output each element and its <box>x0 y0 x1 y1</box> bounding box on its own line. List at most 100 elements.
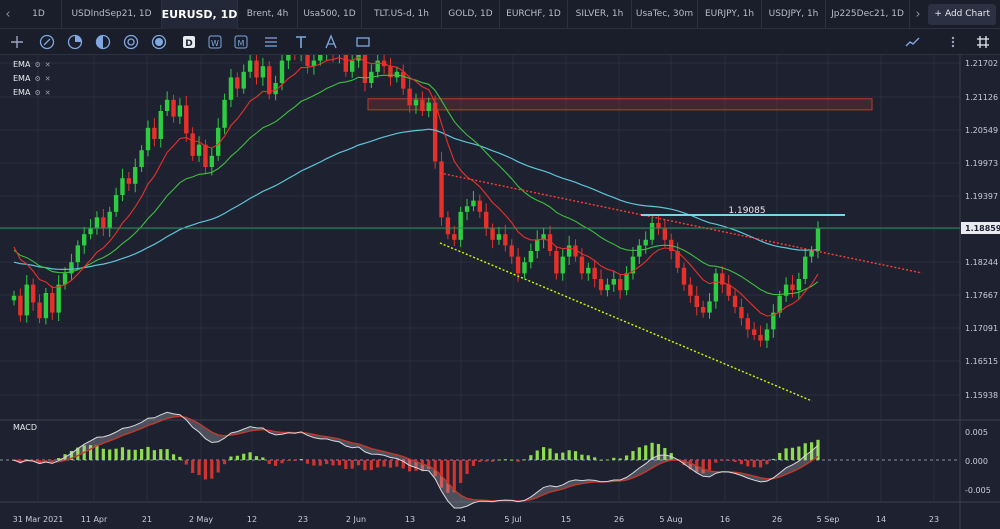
tab-usdindsep21-1d[interactable]: USDIndSep21, 1D <box>62 0 162 29</box>
candle-body[interactable] <box>228 77 234 100</box>
candle-body[interactable] <box>617 279 623 291</box>
candle-body[interactable] <box>579 256 585 274</box>
tab-usdjpy-1h[interactable]: USDJPY, 1h <box>762 0 826 29</box>
daily-d-icon[interactable]: D <box>180 33 198 51</box>
candle-body[interactable] <box>598 279 604 291</box>
candle-body[interactable] <box>439 161 444 218</box>
indicator-ema-3[interactable]: EMA ⚙ ✕ <box>13 88 51 97</box>
candle-body[interactable] <box>624 273 629 291</box>
candle-body[interactable] <box>184 105 189 134</box>
candle-body[interactable] <box>630 256 636 274</box>
candle-body[interactable] <box>592 267 597 279</box>
candle-body[interactable] <box>643 239 648 246</box>
candle-body[interactable] <box>311 60 317 67</box>
candle-body[interactable] <box>611 279 617 285</box>
candle-body[interactable] <box>413 99 419 106</box>
candle-body[interactable] <box>739 307 744 319</box>
candle-body[interactable] <box>426 102 431 111</box>
candle-body[interactable] <box>247 60 253 72</box>
monthly-m-icon[interactable]: M <box>232 33 250 51</box>
candle-body[interactable] <box>815 228 821 251</box>
candle-body[interactable] <box>407 88 412 106</box>
text-tool-icon[interactable] <box>292 33 310 51</box>
candle-body[interactable] <box>215 127 221 156</box>
candle-body[interactable] <box>713 273 719 302</box>
candle-body[interactable] <box>745 318 751 330</box>
line-tool-icon[interactable] <box>38 33 56 51</box>
candle-body[interactable] <box>11 295 17 301</box>
candle-body[interactable] <box>126 178 132 184</box>
candle-body[interactable] <box>24 284 29 316</box>
candle-body[interactable] <box>605 284 610 291</box>
macd-signal-line[interactable] <box>13 415 819 502</box>
candle-body[interactable] <box>113 195 119 212</box>
candle-body[interactable] <box>43 293 49 319</box>
candle-body[interactable] <box>107 211 112 229</box>
add-chart-button[interactable]: + Add Chart <box>928 3 996 25</box>
ema-mid-line[interactable] <box>13 74 819 296</box>
candle-body[interactable] <box>101 217 106 229</box>
tab-silver-1h[interactable]: SILVER, 1h <box>568 0 632 29</box>
pattern-tool-icon[interactable] <box>94 33 112 51</box>
candle-body[interactable] <box>637 245 642 257</box>
candle-body[interactable] <box>688 284 693 296</box>
candle-body[interactable] <box>171 99 176 117</box>
candle-body[interactable] <box>18 295 23 316</box>
candle-body[interactable] <box>94 217 100 229</box>
tab-usa500-1d[interactable]: Usa500, 1D <box>298 0 362 29</box>
indicator-icon[interactable] <box>904 33 922 51</box>
candle-body[interactable] <box>203 144 208 167</box>
candle-body[interactable] <box>535 239 540 251</box>
candle-body[interactable] <box>758 335 763 341</box>
close-icon[interactable]: ✕ <box>44 60 51 69</box>
candle-body[interactable] <box>700 307 706 313</box>
candle-body[interactable] <box>656 223 661 229</box>
candle-body[interactable] <box>273 83 278 95</box>
candle-body[interactable] <box>388 66 393 78</box>
candle-body[interactable] <box>279 60 285 83</box>
candle-body[interactable] <box>649 223 655 240</box>
candle-body[interactable] <box>164 99 170 111</box>
chart-canvas[interactable]: 1.19085 1.21702 1.21126 1.20549 1.19973 1.193… <box>0 30 1000 529</box>
candle-body[interactable] <box>662 228 668 240</box>
candle-body[interactable] <box>796 279 802 291</box>
rectangle-tool-icon[interactable] <box>354 33 372 51</box>
candle-body[interactable] <box>50 293 55 313</box>
candle-body[interactable] <box>573 245 578 257</box>
candle-body[interactable] <box>777 295 782 313</box>
candle-body[interactable] <box>445 217 451 235</box>
candle-body[interactable] <box>522 262 527 274</box>
candle-body[interactable] <box>75 245 81 263</box>
candle-body[interactable] <box>305 38 310 67</box>
candle-body[interactable] <box>30 284 36 303</box>
candle-body[interactable] <box>452 234 457 240</box>
candle-body[interactable] <box>503 234 508 246</box>
candle-body[interactable] <box>694 295 699 307</box>
candle-body[interactable] <box>177 105 183 117</box>
candle-body[interactable] <box>515 256 521 274</box>
candle-body[interactable] <box>490 228 495 240</box>
candle-body[interactable] <box>190 133 195 156</box>
candle-body[interactable] <box>152 127 157 139</box>
gann-tool-icon[interactable] <box>262 33 280 51</box>
candle-body[interactable] <box>62 273 68 285</box>
candle-body[interactable] <box>145 127 151 151</box>
candle-body[interactable] <box>566 245 572 257</box>
candle-body[interactable] <box>726 284 731 296</box>
price-chart[interactable]: 1.19085 1.21702 1.21126 1.20549 1.19973 1.193… <box>0 30 1000 529</box>
weekly-w-icon[interactable]: W <box>206 33 224 51</box>
candle-body[interactable] <box>139 150 144 167</box>
candle-body[interactable] <box>375 60 380 72</box>
tab-gold-1d[interactable]: GOLD, 1D <box>442 0 500 29</box>
candle-body[interactable] <box>790 284 795 291</box>
settings-icon[interactable]: ⚙ <box>34 88 41 97</box>
settings-icon[interactable]: ⚙ <box>34 60 41 69</box>
candle-body[interactable] <box>81 234 87 246</box>
candle-body[interactable] <box>318 55 323 61</box>
candle-body[interactable] <box>541 234 546 240</box>
candle-body[interactable] <box>235 77 240 89</box>
ema-fast-line[interactable] <box>13 56 819 317</box>
support-trend-line[interactable] <box>439 242 813 402</box>
candle-body[interactable] <box>458 211 463 240</box>
candle-body[interactable] <box>267 66 272 95</box>
